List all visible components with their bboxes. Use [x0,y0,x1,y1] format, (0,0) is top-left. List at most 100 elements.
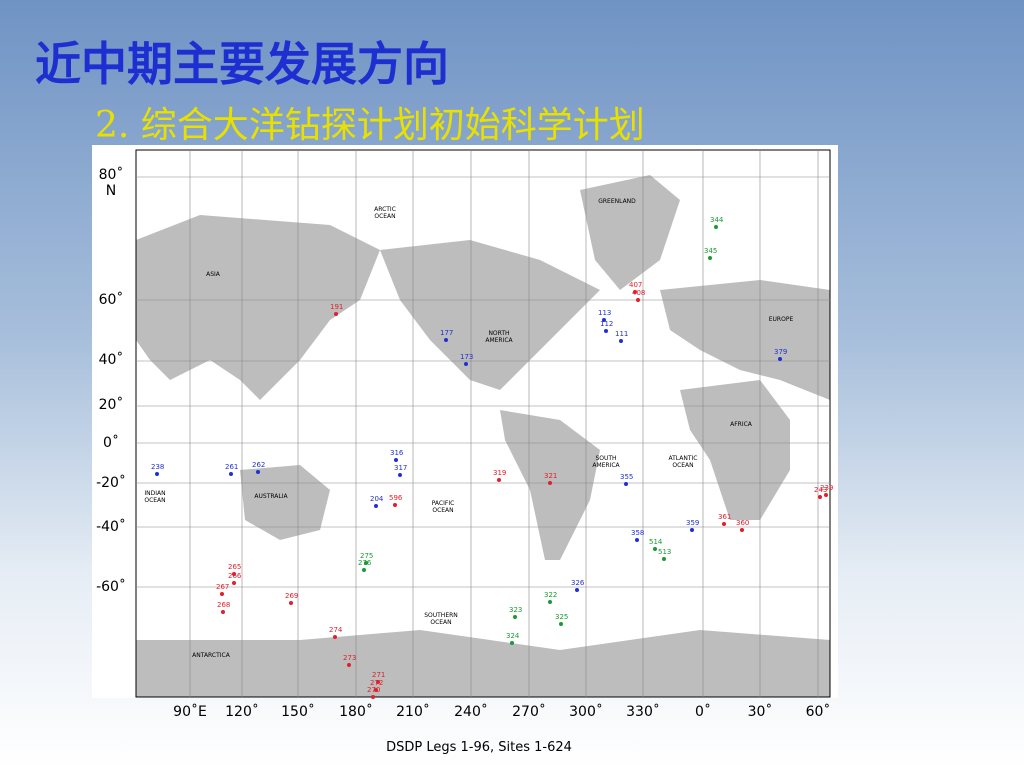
site-label: 270 [367,686,381,694]
site-label: 238 [151,463,165,471]
site-dot [559,622,563,626]
site-label: 111 [615,330,629,338]
site-dot [333,635,337,639]
site-dot [778,357,782,361]
site-label: 204 [370,495,384,503]
site-label: 275 [360,552,374,560]
region-label: ATLANTIC OCEAN [668,455,698,469]
site-dot [575,588,579,592]
site-label: 272 [370,679,384,687]
longitude-label: 330˚ [626,704,660,720]
site-label: 113 [598,309,612,317]
site-label: 514 [649,538,663,546]
site-dot [220,592,224,596]
site-dot [232,581,236,585]
site-label: 191 [330,303,344,311]
site-label: 321 [544,472,558,480]
site-label: 408 [632,289,646,297]
latitude-label: -40˚ [96,519,126,535]
site-dot [740,528,744,532]
region-label: ANTARCTICA [192,652,230,659]
site-dot [636,298,640,302]
longitude-label: 240˚ [454,704,488,720]
region-label: SOUTH AMERICA [592,455,620,469]
region-label: AUSTRALIA [254,493,288,500]
site-label: 596 [389,494,403,502]
site-label: 317 [394,464,408,472]
longitude-label: 210˚ [396,704,430,720]
site-label: 345 [704,247,718,255]
site-label: 112 [600,320,614,328]
site-label: 276 [358,559,372,567]
region-label: PACIFIC OCEAN [431,500,455,514]
site-dot [229,472,233,476]
site-dot [374,504,378,508]
site-label: 323 [509,606,523,614]
site-label: 513 [658,548,672,556]
site-dot [548,600,552,604]
site-label: 324 [506,632,520,640]
slide-subtitle: 2. 综合大洋钻探计划初始科学计划 [95,105,645,146]
site-dot [604,329,608,333]
site-label: 271 [372,671,386,679]
latitude-label: -60˚ [96,579,126,595]
site-dot [619,339,623,343]
site-dot [232,572,236,576]
latitude-label: 40˚ [98,352,124,368]
site-dot [256,470,260,474]
site-dot [513,615,517,619]
region-label: ASIA [206,271,220,278]
site-dot [364,561,368,565]
latitude-label: 0˚ [103,435,119,451]
site-label: 269 [285,592,299,600]
longitude-label: 180˚ [339,704,373,720]
site-dot [824,493,828,497]
site-label: 274 [329,626,343,634]
map-frame [135,149,831,698]
longitude-label: 300˚ [569,704,603,720]
site-dot [662,557,666,561]
region-label: EUROPE [768,316,794,323]
site-dot [393,503,397,507]
site-label: 325 [555,613,569,621]
site-dot [374,688,378,692]
region-label: INDIAN OCEAN [144,490,166,504]
site-label: 173 [460,353,474,361]
site-label: 316 [390,449,404,457]
site-label: 379 [774,348,788,356]
site-label: 319 [493,469,507,477]
slide-title: 近中期主要发展方向 [35,37,449,91]
site-label: 262 [252,461,266,469]
site-dot [497,478,501,482]
site-label: 360 [736,519,750,527]
site-label: 344 [710,216,724,224]
region-label: SOUTHERN OCEAN [424,612,458,626]
site-dot [376,680,380,684]
longitude-label: 150˚ [281,704,315,720]
latitude-label: 80˚ N [98,167,124,199]
site-dot [602,318,606,322]
site-label: 407 [629,281,643,289]
region-label: AFRICA [730,421,752,428]
site-dot [714,225,718,229]
site-dot [653,547,657,551]
site-label: 326 [571,579,585,587]
site-label: 268 [217,601,231,609]
site-label: 322 [544,591,558,599]
site-dot [444,338,448,342]
site-dot [690,528,694,532]
site-dot [708,256,712,260]
site-dot [347,663,351,667]
longitude-label: 0˚ [695,704,711,720]
latitude-label: 60˚ [98,292,124,308]
site-dot [398,473,402,477]
longitude-label: 60˚ [805,704,831,720]
site-label: 177 [440,329,454,337]
region-label: GREENLAND [598,198,636,205]
site-dot [394,458,398,462]
site-dot [221,610,225,614]
site-label: 358 [631,529,645,537]
site-label: 273 [343,654,357,662]
